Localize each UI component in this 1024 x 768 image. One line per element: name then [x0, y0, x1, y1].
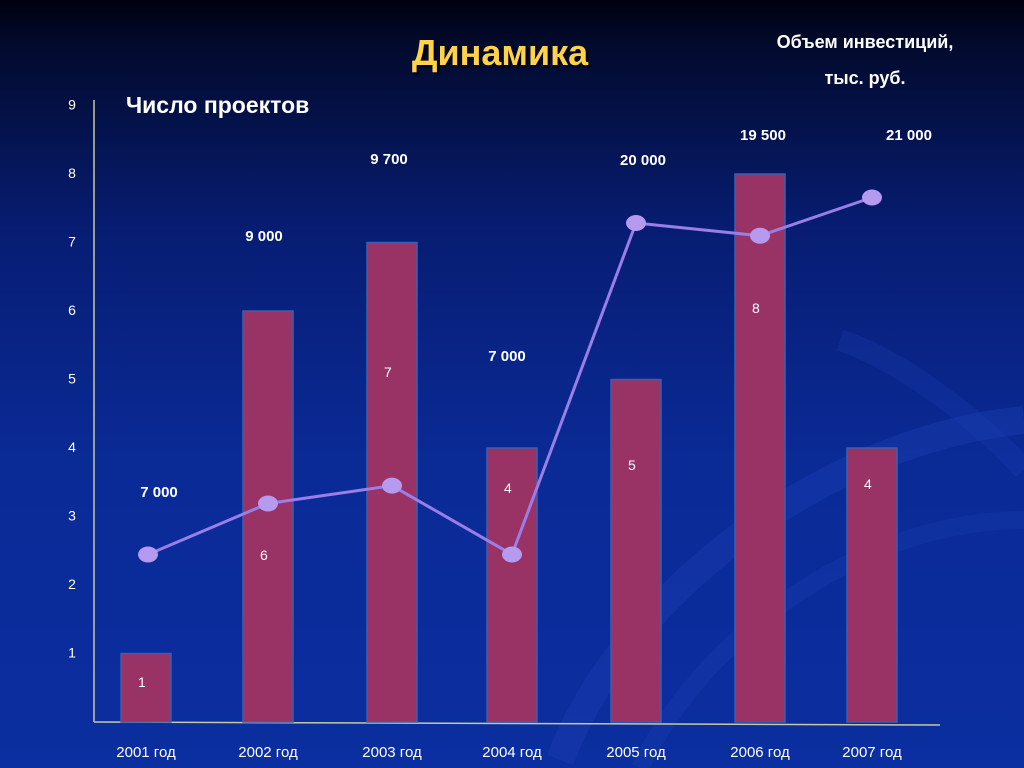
y-tick-label: 7	[68, 234, 76, 250]
bar	[846, 447, 898, 723]
bar	[120, 652, 172, 723]
investment-value-label: 7 000	[140, 484, 178, 501]
investment-line	[138, 189, 882, 563]
investment-point	[626, 215, 646, 231]
left-axis-title: Число проектов	[126, 92, 310, 118]
y-tick-label: 3	[68, 508, 76, 524]
bar	[242, 310, 294, 723]
y-tick-label: 1	[68, 645, 76, 661]
x-tick-label: 2005 год	[606, 744, 666, 761]
data-labels: 1 6 7 4 5 8 4 7 000 9 000 9 700 7 000 20 000 19 500 2…	[138, 127, 932, 690]
right-axis-title-line2: тыс. руб.	[824, 68, 906, 88]
right-axis-title-line1: Объем инвестиций,	[776, 32, 954, 52]
investment-value-label: 7 000	[488, 348, 526, 365]
investment-value-label: 9 000	[245, 228, 283, 245]
bar-value-label: 4	[864, 476, 872, 492]
bar	[610, 378, 662, 723]
bar-value-label: 5	[628, 457, 636, 473]
investment-point	[750, 227, 770, 244]
investment-point	[382, 477, 402, 494]
y-tick-label: 6	[68, 302, 76, 318]
bar-value-label: 1	[138, 674, 146, 690]
x-tick-label: 2006 год	[730, 744, 790, 761]
x-tick-label: 2004 год	[482, 744, 542, 761]
axes: 1 2 3 4 5 6 7 8 9 2001 год 2002 год 2003 год 2004 го…	[68, 97, 941, 761]
investment-value-label: 19 500	[740, 127, 786, 144]
bar	[734, 173, 786, 723]
bar-value-label: 7	[384, 364, 392, 380]
bar-value-label: 4	[504, 480, 512, 496]
investment-point	[502, 546, 522, 563]
x-axis-line	[93, 721, 941, 726]
y-tick-label: 5	[68, 371, 76, 387]
decorative-swirl	[631, 511, 1024, 768]
investment-point	[258, 495, 278, 512]
investment-value-label: 9 700	[370, 151, 408, 168]
slide-title: Динамика	[411, 32, 589, 73]
bars	[120, 173, 898, 723]
bar-value-label: 6	[260, 547, 268, 563]
x-tick-label: 2002 год	[238, 744, 298, 761]
investment-point	[138, 546, 158, 563]
x-tick-label: 2007 год	[842, 744, 902, 761]
y-tick-label: 4	[68, 439, 76, 455]
y-tick-label: 9	[68, 97, 76, 113]
y-tick-label: 8	[68, 165, 76, 181]
x-tick-label: 2001 год	[116, 744, 176, 761]
investment-value-label: 21 000	[886, 127, 932, 144]
bar-value-label: 8	[752, 300, 760, 316]
investment-point	[862, 189, 882, 206]
bar	[486, 447, 538, 723]
investment-value-label: 20 000	[620, 152, 666, 169]
x-tick-label: 2003 год	[362, 744, 422, 761]
y-tick-label: 2	[68, 576, 76, 592]
decorative-swirl	[836, 329, 1024, 478]
